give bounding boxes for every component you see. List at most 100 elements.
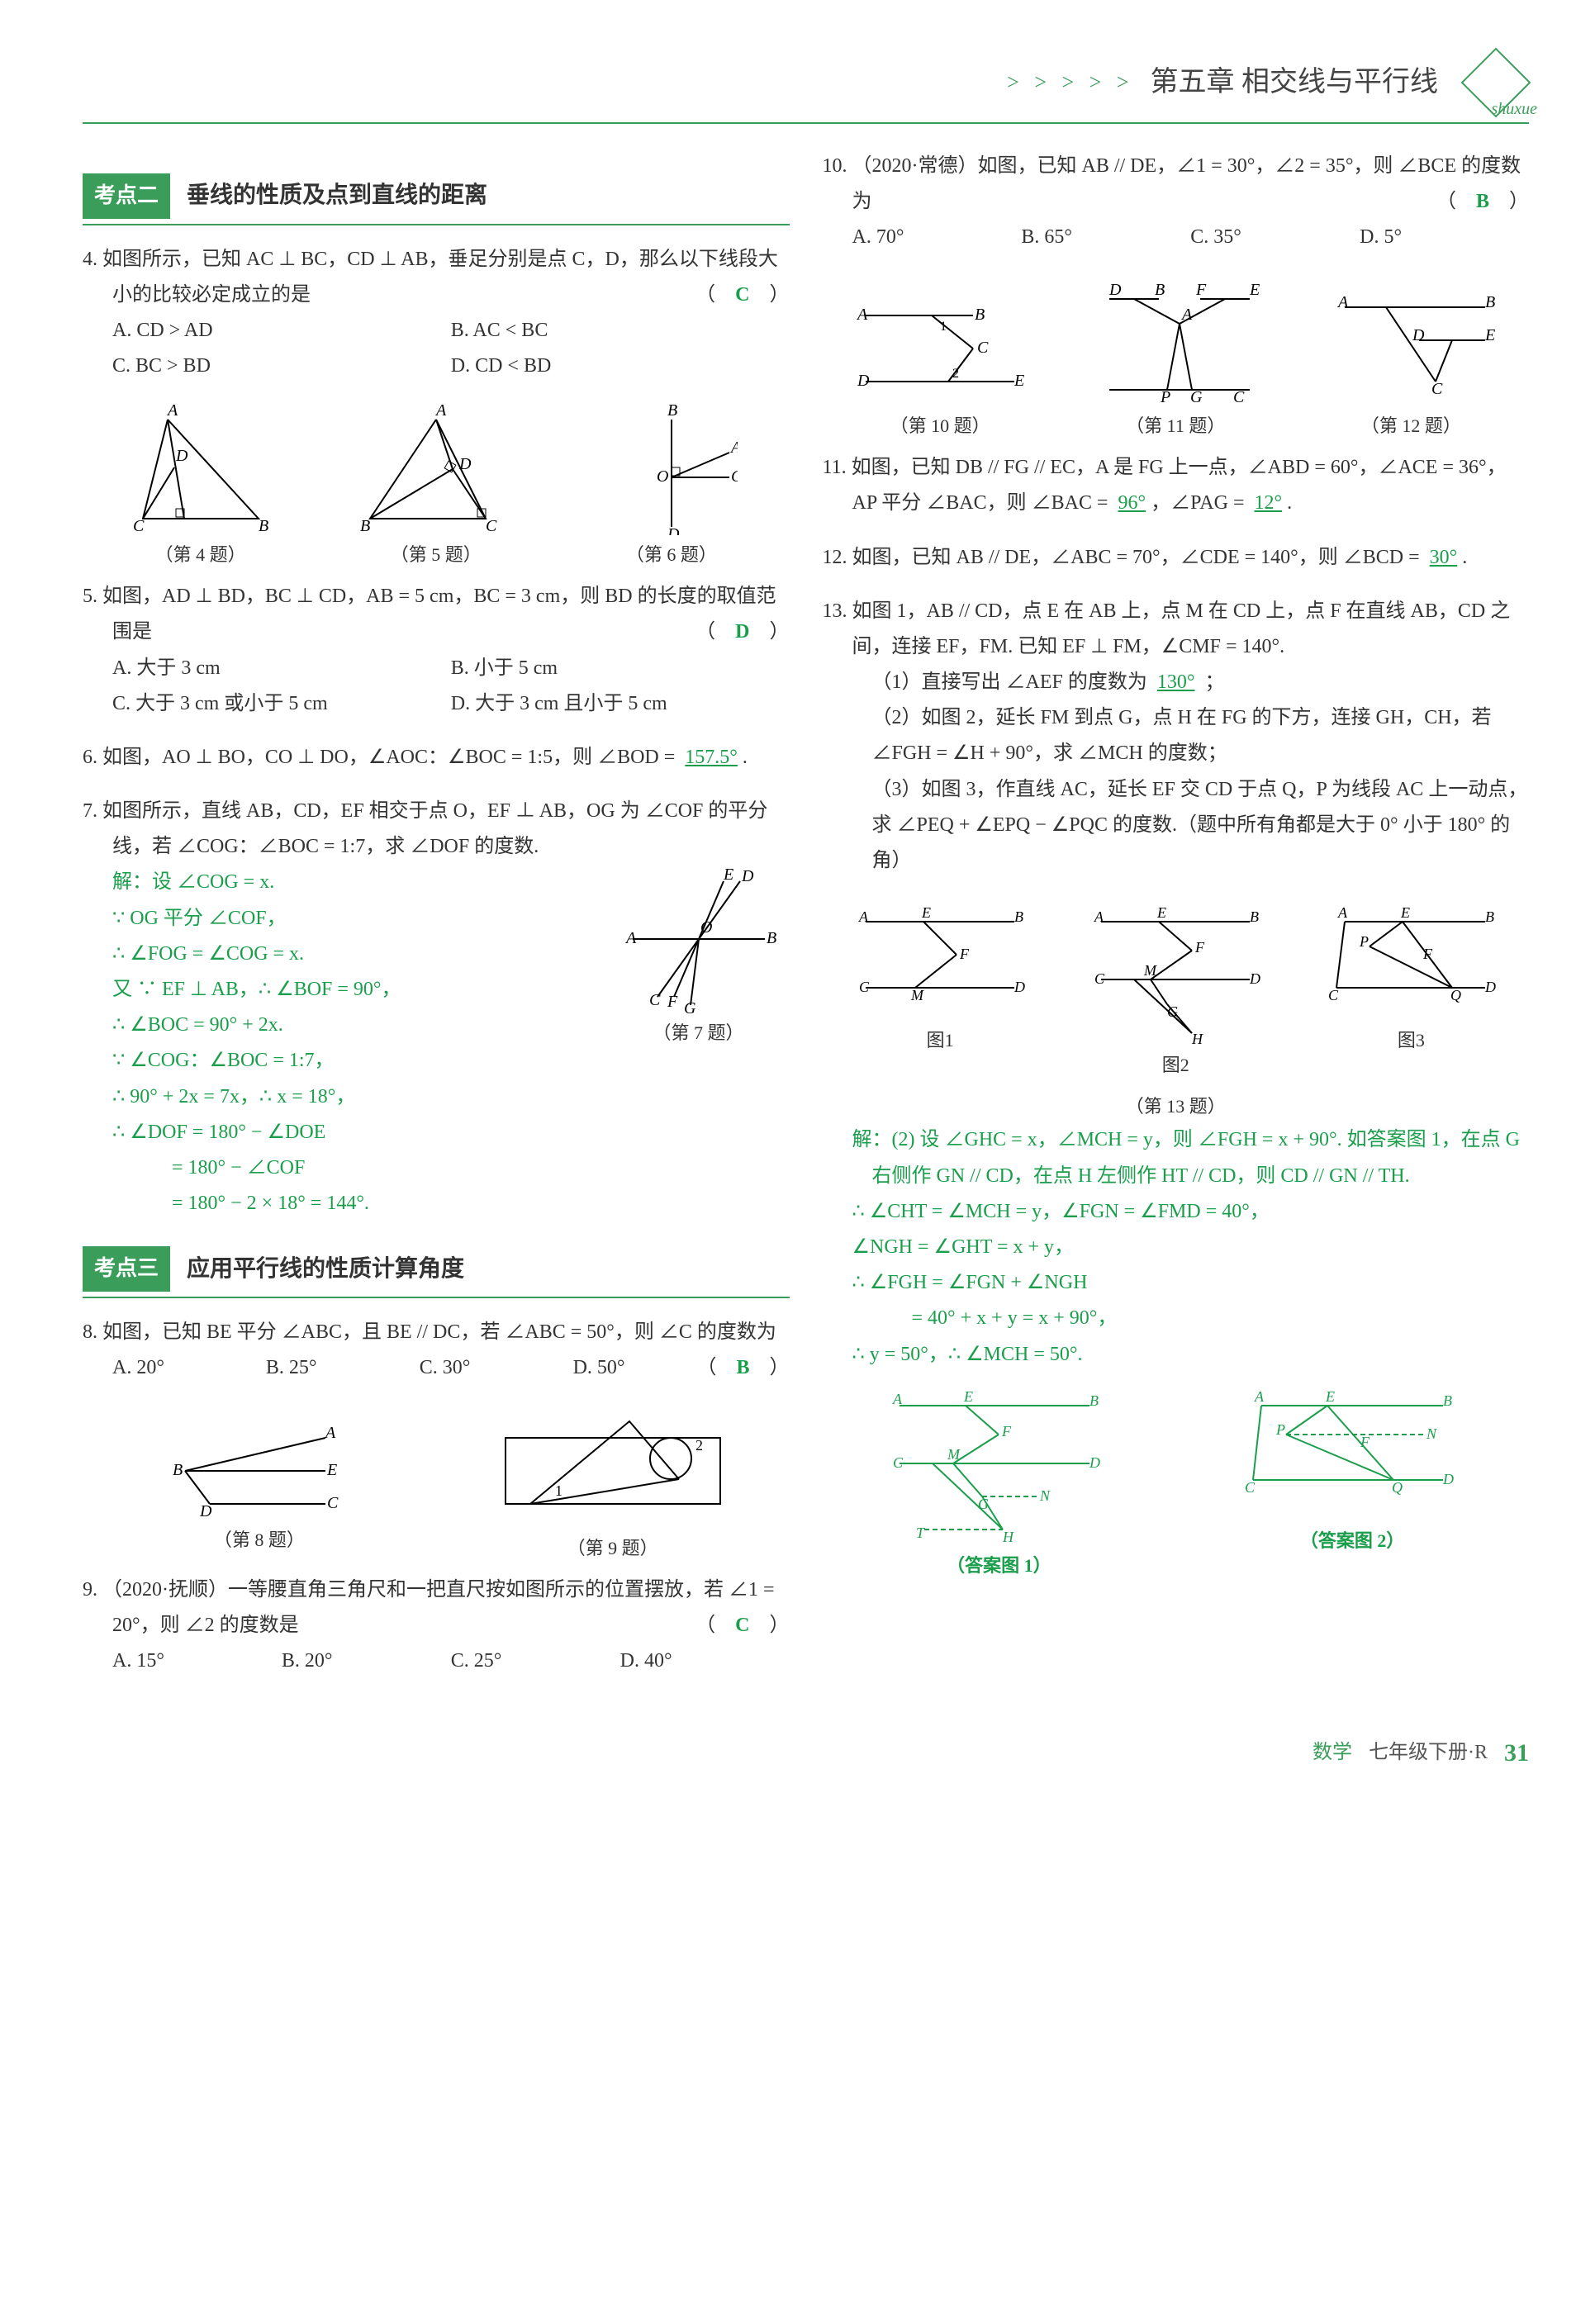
q13-p1b: ；: [1199, 671, 1224, 693]
fig9-cap: （第 9 题）: [443, 1532, 782, 1565]
q5-opt-d: D. 大于 3 cm 且小于 5 cm: [451, 686, 790, 722]
fig13-2-cap: 图2: [1062, 1049, 1289, 1082]
q11-fill2: 12°: [1249, 492, 1287, 514]
fig13-maincap: （第 13 题）: [823, 1090, 1530, 1123]
fig-row-89: A B E D C （第 8 题） 1 2 （第 9 题）: [83, 1405, 790, 1565]
logo: shuxue: [1463, 50, 1529, 116]
svg-text:F: F: [667, 993, 678, 1011]
svg-text:C: C: [133, 517, 145, 535]
svg-text:E: E: [1325, 1388, 1335, 1405]
svg-text:E: E: [326, 1461, 337, 1479]
section-2-header: 考点二 垂线的性质及点到直线的距离: [83, 173, 790, 225]
svg-text:C: C: [1431, 380, 1443, 398]
svg-text:D: D: [741, 867, 754, 885]
q6: 6. 如图，AO ⊥ BO，CO ⊥ DO，∠AOC：∠BOC = 1:5，则 …: [83, 740, 790, 775]
svg-text:A: A: [1094, 908, 1104, 925]
q13-solution: 解：(2) 设 ∠GHC = x，∠MCH = y，则 ∠FGH = x + 9…: [823, 1122, 1530, 1372]
q5-opt-b: B. 小于 5 cm: [451, 651, 790, 686]
svg-text:E: E: [1013, 372, 1024, 390]
q13-p2: （2）如图 2，延长 FM 到点 G，点 H 在 FG 的下方，连接 GH，CH…: [823, 700, 1530, 771]
q7: 7. 如图所示，直线 AB，CD，EF 相交于点 O，EF ⊥ AB，OG 为 …: [83, 794, 790, 1221]
svg-text:A: A: [892, 1391, 903, 1407]
svg-text:A: A: [729, 439, 738, 457]
q5-answer: D: [735, 621, 749, 643]
svg-text:H: H: [1002, 1529, 1014, 1545]
q7-sol-6: ∴ 90° + 2x = 7x，∴ x = 18°，: [112, 1079, 608, 1115]
svg-text:B: B: [1485, 293, 1495, 311]
right-column: 10. （2020·常德）如图，已知 AB // DE，∠1 = 30°，∠2 …: [823, 149, 1530, 1698]
svg-text:B: B: [1250, 908, 1259, 925]
svg-text:Q: Q: [1450, 987, 1461, 1003]
q8-opt-d: D. 50°: [573, 1350, 727, 1386]
fig6: B A C D O （第 6 题）: [558, 403, 785, 572]
svg-text:D: D: [857, 372, 870, 390]
svg-text:G: G: [684, 999, 696, 1013]
svg-text:B: B: [1089, 1392, 1099, 1409]
left-column: 考点二 垂线的性质及点到直线的距离 4. 如图所示，已知 AC ⊥ BC，CD …: [83, 149, 790, 1698]
q10: 10. （2020·常德）如图，已知 AB // DE，∠1 = 30°，∠2 …: [823, 149, 1530, 256]
svg-text:A: A: [858, 908, 869, 925]
svg-text:B: B: [173, 1461, 183, 1479]
svg-text:C: C: [893, 1454, 904, 1471]
svg-text:T: T: [916, 1525, 926, 1541]
q4-opt-a: A. CD > AD: [112, 313, 451, 349]
svg-text:D: D: [1249, 970, 1260, 987]
q13-sol-1: ∴ ∠CHT = ∠MCH = y，∠FGN = ∠FMD = 40°，: [852, 1194, 1530, 1230]
svg-text:F: F: [1195, 281, 1207, 299]
ansfig2-cap: （答案图 2）: [1183, 1525, 1522, 1558]
q13-sol-3: ∴ ∠FGH = ∠FGN + ∠NGH: [852, 1265, 1530, 1301]
ansfig1-cap: （答案图 1）: [829, 1549, 1169, 1582]
svg-text:C: C: [649, 991, 661, 1009]
svg-text:2: 2: [952, 367, 959, 381]
svg-text:D: D: [458, 455, 472, 473]
q11-fill1: 96°: [1113, 492, 1151, 514]
q10-opt-a: A. 70°: [852, 220, 1022, 255]
svg-text:F: F: [1194, 939, 1205, 956]
svg-text:D: D: [1412, 326, 1425, 344]
fig9: 1 2 （第 9 题）: [443, 1405, 782, 1565]
fig4-cap: （第 4 题）: [88, 538, 314, 572]
q7-solution: 解：设 ∠COG = x. ∵ OG 平分 ∠COF， ∴ ∠FOG = ∠CO…: [83, 865, 608, 1221]
svg-text:F: F: [959, 946, 970, 962]
svg-text:C: C: [731, 467, 738, 486]
svg-text:A: A: [434, 403, 447, 420]
fig5: A B C D （第 5 题）: [323, 403, 549, 572]
svg-text:C: C: [859, 979, 870, 995]
svg-text:E: E: [1249, 281, 1260, 299]
svg-text:A: A: [1254, 1388, 1265, 1405]
q4-opt-b: B. AC < BC: [451, 313, 790, 349]
svg-text:D: D: [1089, 1454, 1100, 1471]
section-3-header: 考点三 应用平行线的性质计算角度: [83, 1246, 790, 1298]
svg-text:D: D: [1484, 979, 1496, 995]
q5: 5. 如图，AD ⊥ BD，BC ⊥ CD，AB = 5 cm，BC = 3 c…: [83, 579, 790, 722]
fig-row-ans: AEB CMD FGN HT （答案图 1） AEB CQD: [823, 1381, 1530, 1582]
q10-opt-b: B. 65°: [1021, 220, 1190, 255]
svg-text:D: D: [1013, 979, 1025, 995]
q13: 13. 如图 1，AB // CD，点 E 在 AB 上，点 M 在 CD 上，…: [823, 594, 1530, 880]
q13-sol-4: = 40° + x + y = x + 90°，: [852, 1301, 1530, 1336]
fig7-cap: （第 7 题）: [608, 1017, 790, 1050]
q13-sol-0: 解：(2) 设 ∠GHC = x，∠MCH = y，则 ∠FGH = x + 9…: [852, 1122, 1530, 1193]
svg-text:D: D: [199, 1502, 212, 1520]
q9-opt-b: B. 20°: [282, 1643, 451, 1679]
fig13-1: A E B C M D F 图1: [827, 897, 1053, 1082]
q4: 4. 如图所示，已知 AC ⊥ BC，CD ⊥ AB，垂足分别是点 C，D，那么…: [83, 242, 790, 385]
q9-opt-d: D. 40°: [620, 1643, 790, 1679]
svg-text:G: G: [1167, 1003, 1178, 1020]
svg-text:B: B: [1155, 281, 1165, 299]
q13-sol-5: ∴ y = 50°，∴ ∠MCH = 50°.: [852, 1337, 1530, 1373]
svg-text:B: B: [1485, 908, 1494, 925]
q7-sol-4: ∴ ∠BOC = 90° + 2x.: [112, 1008, 608, 1043]
ansfig1: AEB CMD FGN HT （答案图 1）: [829, 1381, 1169, 1582]
svg-text:B: B: [975, 306, 985, 324]
svg-text:P: P: [1359, 933, 1369, 950]
fig7: A B C D E F G O （第 7 题）: [608, 865, 790, 1221]
fig8: A B E D C （第 8 题）: [90, 1405, 430, 1565]
svg-text:E: E: [723, 866, 733, 884]
fig13-3: A E B C Q D P F 图3: [1298, 897, 1525, 1082]
q8-opt-a: A. 20°: [112, 1350, 266, 1386]
svg-text:D: D: [1108, 281, 1122, 299]
svg-text:G: G: [978, 1496, 989, 1512]
svg-text:B: B: [259, 517, 268, 535]
svg-text:B: B: [767, 929, 776, 947]
